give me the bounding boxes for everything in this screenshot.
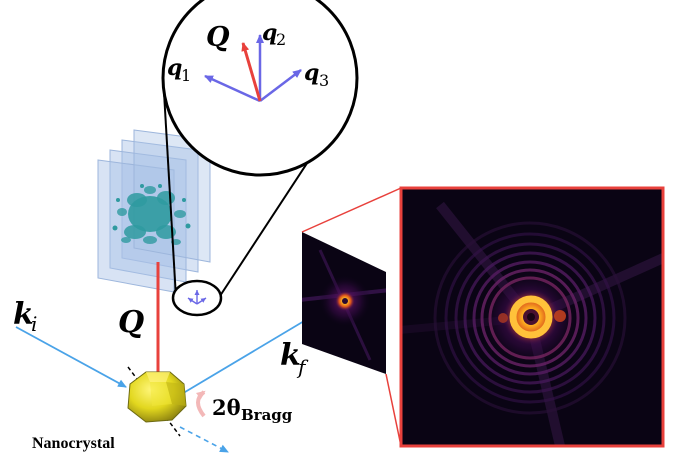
- q1-arrow: [204, 74, 261, 103]
- q2-label: q 2: [262, 20, 286, 49]
- electron-density-isosurface: [112, 184, 191, 245]
- q-main-label: Q: [118, 305, 144, 340]
- diffraction-pattern-inset: [399, 186, 665, 448]
- svg-text:3: 3: [319, 71, 329, 90]
- svg-text:k: k: [13, 297, 34, 332]
- bragg-label: 2θ Bragg: [212, 395, 293, 424]
- svg-text:f: f: [296, 355, 309, 379]
- bragg-angle-arc: [196, 390, 206, 418]
- small-axes-icon: [187, 290, 207, 305]
- nanocrystal: [127, 366, 187, 437]
- inset-connector-lines: [301, 187, 402, 447]
- svg-text:k: k: [280, 338, 301, 373]
- svg-text:2θ: 2θ: [212, 395, 241, 420]
- q-vectors: [204, 34, 302, 103]
- nanocrystal-label: Nanocrystal: [32, 435, 115, 452]
- svg-text:q: q: [262, 20, 277, 46]
- svg-text:Bragg: Bragg: [241, 406, 293, 424]
- svg-text:1: 1: [181, 66, 191, 85]
- ki-label: k i: [13, 297, 37, 336]
- inset-border: [399, 186, 665, 448]
- q-zoom-arrow: [241, 42, 262, 102]
- transmitted-beam: [179, 426, 229, 453]
- svg-text:q: q: [167, 55, 182, 81]
- svg-text:q: q: [304, 60, 319, 86]
- q1-label: q 1: [167, 55, 191, 85]
- svg-text:i: i: [31, 312, 37, 336]
- q3-arrow: [259, 69, 302, 102]
- detector-small-pattern: [302, 232, 386, 374]
- incident-beam: [15, 326, 127, 388]
- q3-label: q 3: [304, 60, 329, 90]
- q-zoom-label: Q: [206, 22, 230, 53]
- svg-text:2: 2: [276, 30, 286, 49]
